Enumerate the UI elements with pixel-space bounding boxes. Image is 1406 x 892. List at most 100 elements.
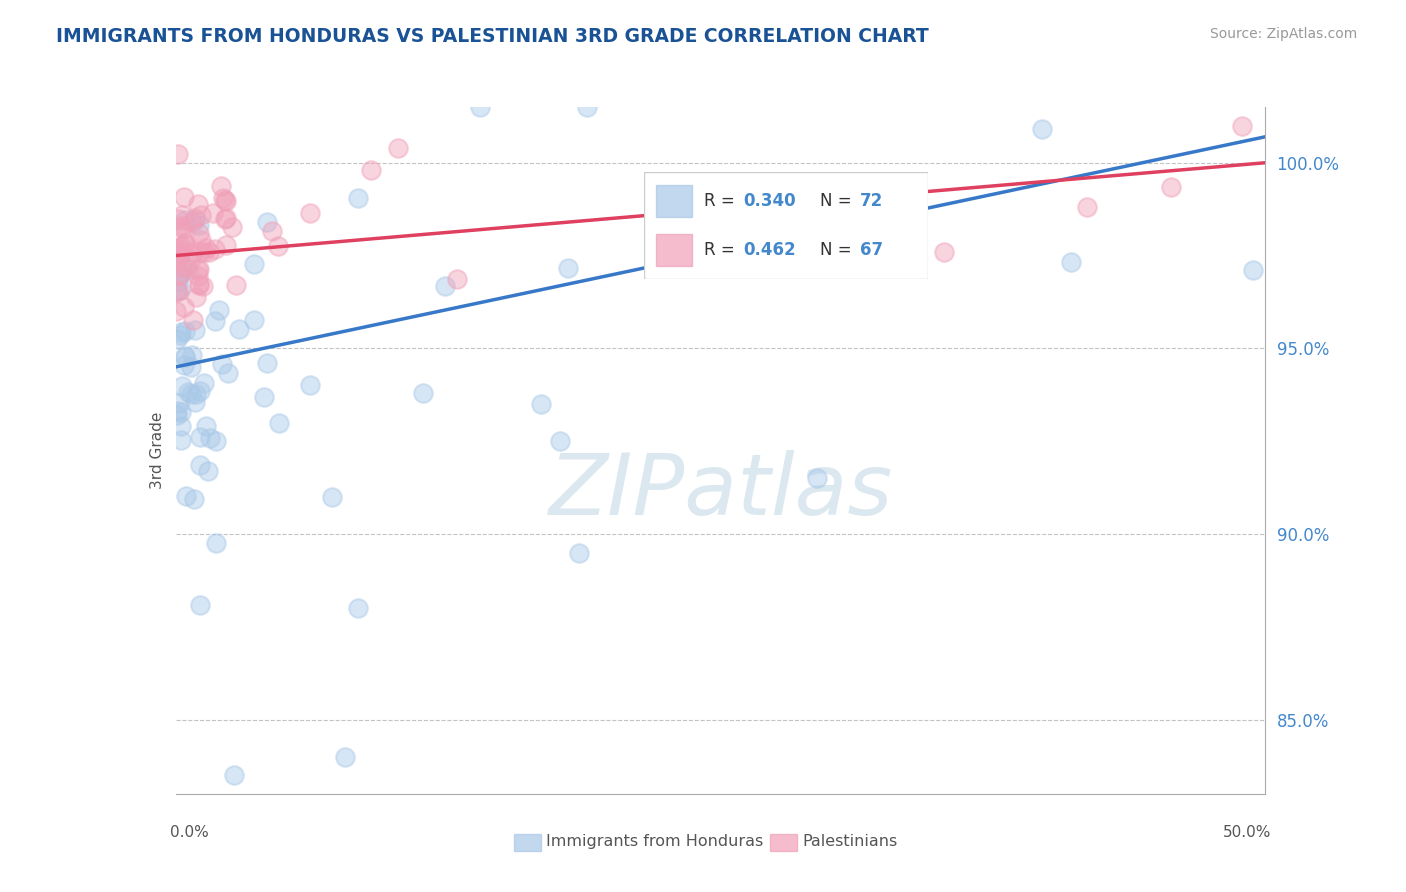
- Point: [214, 237, 236, 252]
- Text: 50.0%: 50.0%: [1222, 825, 1271, 839]
- Point: [190, 244, 212, 259]
- Point: [170, 209, 193, 223]
- Point: [170, 260, 193, 275]
- Text: ZIPatlas: ZIPatlas: [548, 450, 893, 533]
- Point: [184, 211, 207, 225]
- Point: [174, 238, 197, 252]
- Point: [190, 208, 212, 222]
- Text: 0.462: 0.462: [744, 241, 796, 259]
- Text: 72: 72: [859, 192, 883, 210]
- Point: [267, 239, 290, 253]
- Point: [177, 261, 200, 276]
- Point: [347, 601, 370, 615]
- Point: [173, 212, 195, 227]
- Point: [174, 349, 197, 363]
- Point: [224, 768, 246, 782]
- Point: [260, 224, 283, 238]
- Point: [180, 348, 202, 362]
- Point: [169, 268, 191, 283]
- Point: [170, 379, 193, 393]
- Point: [198, 431, 221, 445]
- Point: [188, 277, 211, 291]
- Point: [169, 328, 191, 343]
- Point: [180, 387, 202, 401]
- Text: R =: R =: [704, 241, 740, 259]
- Point: [214, 211, 236, 226]
- Point: [193, 376, 215, 390]
- Point: [187, 269, 209, 284]
- Y-axis label: 3rd Grade: 3rd Grade: [149, 412, 165, 489]
- Point: [214, 193, 236, 207]
- Point: [446, 272, 468, 286]
- FancyBboxPatch shape: [513, 834, 541, 851]
- Point: [187, 226, 209, 240]
- Point: [183, 323, 205, 337]
- Text: IMMIGRANTS FROM HONDURAS VS PALESTINIAN 3RD GRADE CORRELATION CHART: IMMIGRANTS FROM HONDURAS VS PALESTINIAN …: [56, 27, 929, 45]
- Point: [180, 360, 202, 375]
- Text: N =: N =: [820, 241, 856, 259]
- Point: [298, 206, 321, 220]
- Point: [166, 211, 188, 226]
- Point: [166, 146, 188, 161]
- Point: [1076, 200, 1098, 214]
- Point: [165, 304, 187, 318]
- Point: [215, 194, 238, 208]
- Point: [1160, 180, 1182, 194]
- Point: [205, 434, 228, 449]
- Point: [211, 357, 233, 371]
- Point: [932, 245, 955, 260]
- Point: [169, 405, 191, 419]
- Point: [183, 491, 205, 506]
- Point: [321, 490, 343, 504]
- Point: [167, 242, 190, 256]
- Point: [188, 430, 211, 444]
- Point: [191, 279, 214, 293]
- Point: [204, 242, 226, 256]
- Point: [806, 471, 828, 485]
- Point: [194, 418, 217, 433]
- Point: [187, 262, 209, 277]
- Point: [548, 434, 571, 449]
- Point: [190, 598, 212, 612]
- Point: [256, 215, 278, 229]
- Point: [166, 408, 188, 422]
- Point: [176, 385, 198, 400]
- Point: [1060, 255, 1083, 269]
- Point: [197, 245, 219, 260]
- Point: [212, 191, 235, 205]
- Point: [172, 239, 194, 253]
- Point: [173, 300, 195, 314]
- Point: [1241, 262, 1264, 277]
- Point: [725, 224, 748, 238]
- Point: [183, 245, 205, 260]
- Point: [173, 236, 195, 251]
- Point: [166, 404, 188, 418]
- Point: [173, 358, 195, 372]
- Text: Source: ZipAtlas.com: Source: ZipAtlas.com: [1209, 27, 1357, 41]
- Point: [169, 239, 191, 253]
- Point: [228, 322, 250, 336]
- Point: [173, 221, 195, 235]
- Point: [188, 278, 211, 293]
- Point: [530, 397, 553, 411]
- Point: [188, 218, 211, 232]
- Point: [176, 260, 198, 275]
- Point: [173, 190, 195, 204]
- Point: [201, 206, 224, 220]
- Point: [181, 215, 204, 229]
- Point: [170, 418, 193, 433]
- Point: [1230, 119, 1253, 133]
- FancyBboxPatch shape: [644, 172, 928, 278]
- Point: [225, 277, 247, 292]
- Point: [169, 219, 191, 234]
- Text: 0.340: 0.340: [744, 192, 796, 210]
- Point: [170, 220, 193, 235]
- Point: [170, 265, 193, 279]
- Point: [253, 391, 276, 405]
- FancyBboxPatch shape: [769, 834, 797, 851]
- Point: [221, 220, 243, 235]
- Point: [197, 464, 219, 478]
- Point: [181, 313, 204, 327]
- Point: [575, 100, 598, 114]
- Point: [165, 285, 187, 299]
